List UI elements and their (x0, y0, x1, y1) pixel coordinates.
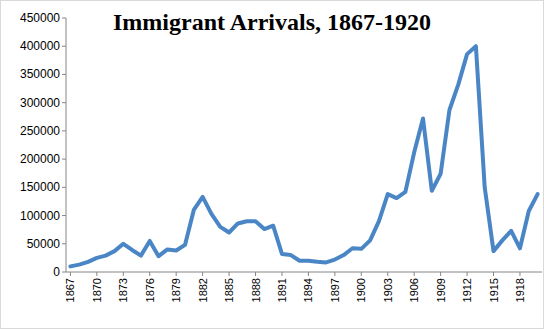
y-tick (62, 130, 66, 131)
x-tick (202, 272, 203, 276)
x-tick-label: 1876 (144, 278, 156, 302)
y-tick-label: 450000 (20, 11, 60, 25)
x-tick (387, 272, 388, 276)
y-tick-label: 100000 (20, 209, 60, 223)
y-tick (62, 187, 66, 188)
x-tick (96, 272, 97, 276)
chart-title: Immigrant Arrivals, 1867-1920 (113, 9, 431, 35)
y-axis (66, 18, 67, 272)
chart-svg: Immigrant Arrivals, 1867-1920 0 50000 10000… (0, 0, 544, 329)
y-tick (62, 215, 66, 216)
x-tick (414, 272, 415, 276)
x-tick-label: 1900 (355, 278, 367, 302)
x-tick (229, 272, 230, 276)
y-tick-label: 200000 (20, 152, 60, 166)
x-tick-label: 1915 (488, 278, 500, 302)
x-tick (467, 272, 468, 276)
x-tick-label: 1909 (435, 278, 447, 302)
x-tick-label: 1873 (117, 278, 129, 302)
x-tick (334, 272, 335, 276)
x-tick-label: 1885 (223, 278, 235, 302)
x-tick (70, 272, 71, 276)
y-tick (62, 159, 66, 160)
y-tick (62, 18, 66, 19)
plot-area (70, 46, 537, 266)
y-tick (62, 46, 66, 47)
x-tick-label: 1897 (329, 278, 341, 302)
y-tick (62, 74, 66, 75)
x-tick (361, 272, 362, 276)
y-tick-label: 250000 (20, 124, 60, 138)
x-tick-label: 1867 (64, 278, 76, 302)
x-tick-label: 1906 (408, 278, 420, 302)
y-tick (62, 102, 66, 103)
y-tick-label: 350000 (20, 67, 60, 81)
y-tick-label: 50000 (27, 237, 61, 251)
x-tick (281, 272, 282, 276)
x-tick (519, 272, 520, 276)
x-tick-label: 1918 (514, 278, 526, 302)
x-tick (493, 272, 494, 276)
data-line (70, 46, 537, 266)
y-tick-label: 150000 (20, 180, 60, 194)
x-tick-label: 1870 (91, 278, 103, 302)
x-tick (255, 272, 256, 276)
x-axis (66, 272, 542, 273)
chart-border (1, 1, 544, 329)
x-tick (176, 272, 177, 276)
x-tick-label: 1903 (382, 278, 394, 302)
x-tick (123, 272, 124, 276)
chart-container: Immigrant Arrivals, 1867-1920 0 50000 10000… (0, 0, 544, 329)
x-tick-label: 1912 (461, 278, 473, 302)
y-tick (62, 272, 66, 273)
x-tick-label: 1888 (250, 278, 262, 302)
x-tick-label: 1879 (170, 278, 182, 302)
x-tick-label: 1891 (276, 278, 288, 302)
y-tick (62, 243, 66, 244)
y-tick-label: 0 (53, 265, 60, 279)
x-tick (440, 272, 441, 276)
x-tick (308, 272, 309, 276)
y-tick-label: 400000 (20, 39, 60, 53)
x-tick-label: 1882 (197, 278, 209, 302)
x-tick (149, 272, 150, 276)
x-tick-label: 1894 (302, 278, 314, 302)
y-tick-label: 300000 (20, 96, 60, 110)
